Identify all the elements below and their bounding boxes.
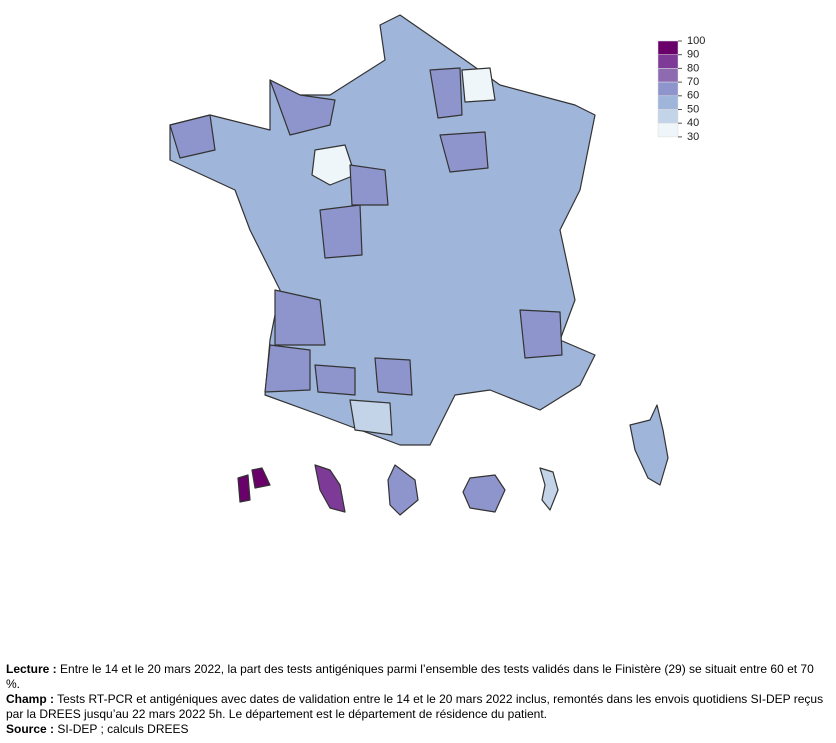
martinique — [314, 464, 346, 513]
note: Source : SI-DEP ; calculs DREES — [6, 722, 826, 737]
legend-swatch — [657, 81, 679, 97]
legend-label: 40 — [687, 117, 699, 129]
legend-label: 70 — [687, 76, 699, 88]
region — [264, 344, 311, 393]
region — [169, 114, 216, 159]
note-label: Lecture : — [6, 662, 57, 676]
note-text: Entre le 14 et le 20 mars 2022, la part … — [6, 662, 814, 691]
guyane — [387, 464, 419, 516]
region — [429, 67, 463, 119]
legend-swatch — [657, 54, 679, 69]
region — [314, 364, 356, 396]
region — [349, 399, 393, 436]
mayotte — [539, 467, 559, 511]
note: Lecture : Entre le 14 et le 20 mars 2022… — [6, 662, 826, 692]
region — [274, 289, 326, 346]
legend-label: 90 — [687, 49, 699, 61]
legend-label: 100 — [687, 35, 705, 47]
region — [349, 164, 389, 206]
notes: Lecture : Entre le 14 et le 20 mars 2022… — [6, 662, 826, 737]
corse — [629, 404, 669, 486]
region — [311, 144, 356, 186]
note-label: Champ : — [6, 692, 54, 706]
region — [439, 131, 489, 173]
legend-swatch — [657, 68, 679, 83]
legend-label: 60 — [687, 90, 699, 102]
region — [319, 204, 363, 259]
note-text: Tests RT-PCR et antigéniques avec dates … — [6, 692, 824, 721]
legend-label: 30 — [687, 131, 699, 143]
legend-swatch — [657, 109, 679, 124]
legend-swatch — [657, 95, 679, 110]
note-label: Source : — [6, 722, 55, 736]
note: Champ : Tests RT-PCR et antigéniques ave… — [6, 692, 826, 722]
legend-label: 80 — [687, 62, 699, 74]
legend-swatch — [657, 122, 679, 138]
legend-label: 50 — [687, 103, 699, 115]
region — [269, 79, 336, 136]
guadeloupe — [237, 467, 271, 503]
region — [461, 67, 496, 103]
region — [374, 357, 413, 396]
region — [519, 309, 563, 359]
note-text: SI-DEP ; calculs DREES — [57, 722, 189, 736]
legend-swatch — [657, 40, 679, 55]
reunion — [462, 474, 506, 513]
